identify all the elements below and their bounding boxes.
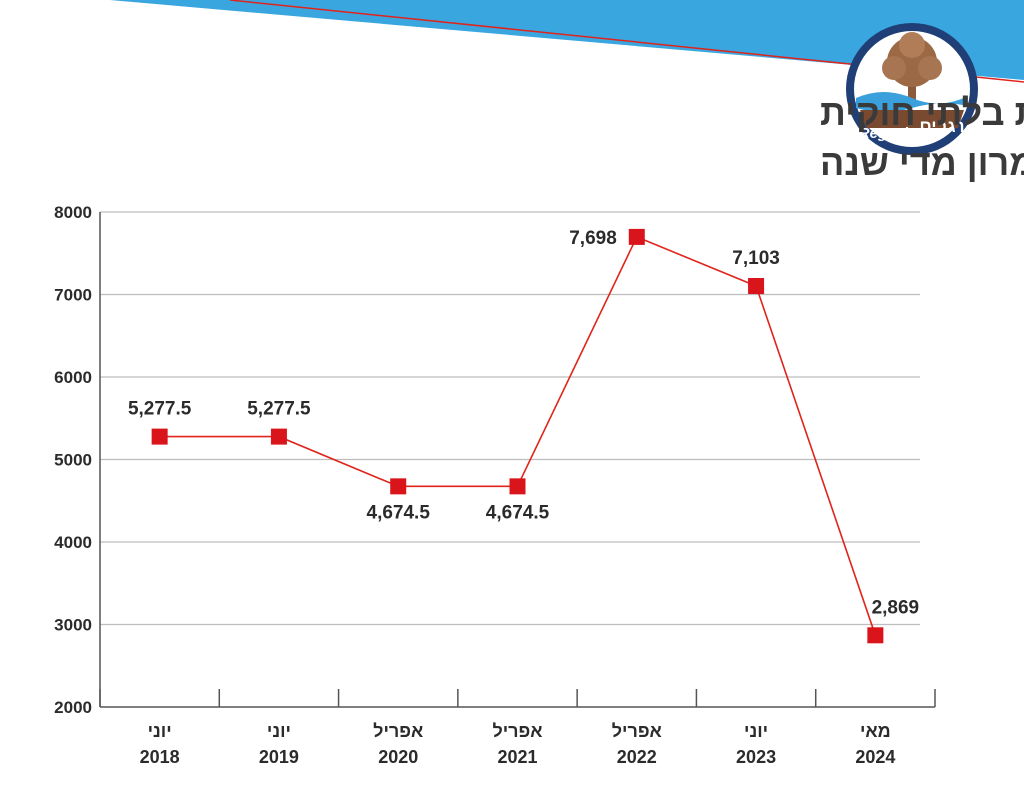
x-tick-label-year: 2024 (855, 747, 895, 767)
x-tick-label-year: 2022 (617, 747, 657, 767)
y-tick-label-7000: 7000 (54, 286, 92, 305)
data-label: 4,674.5 (367, 502, 431, 523)
data-series (151, 228, 884, 644)
y-tick-label-8000: 8000 (54, 203, 92, 222)
roots-icon (860, 110, 964, 128)
x-tick-label-month: יוני (267, 721, 291, 741)
regavim-logo: Regavim רגבים (846, 23, 978, 155)
x-tick-label-month: אפריל (492, 721, 542, 741)
data-label: 5,277.5 (247, 399, 311, 420)
x-tick-label-year: 2018 (140, 747, 180, 767)
x-tick-label-month: אפריל (373, 721, 423, 741)
y-tick-label-5000: 5000 (54, 451, 92, 470)
data-label: 2,869 (872, 597, 920, 618)
water-icon (856, 92, 968, 112)
tree-icon (882, 32, 942, 100)
x-tick-label-month: מאי (860, 721, 891, 741)
data-label: 7,698 (569, 228, 617, 249)
data-point-marker (151, 428, 168, 445)
data-point-marker (628, 228, 645, 245)
x-axis-ticks: יוני 2018 יוני 2019 אפריל 2020 אפריל 2021 אפריל 2… (140, 721, 896, 767)
x-tick-label-month: יוני (148, 721, 172, 741)
gridlines (100, 211, 920, 626)
x-tick-label-month: אפריל (612, 721, 662, 741)
logo-hebrew-name: רגבים (919, 117, 964, 136)
y-tick-label-3000: 3000 (54, 616, 92, 635)
x-tick-label-year: 2021 (497, 747, 537, 767)
data-labels: 5,277.5 5,277.5 4,674.5 4,674.5 7,698 7,103 2,… (128, 228, 919, 618)
x-tick-label-year: 2019 (259, 747, 299, 767)
data-label: 5,277.5 (128, 399, 192, 420)
y-axis-ticks: 2000 3000 4000 5000 6000 7000 8000 (54, 203, 92, 717)
data-label: 4,674.5 (486, 502, 550, 523)
chart-title-line-2: ביהודה ושומרון מדי שנה (820, 142, 1024, 183)
data-point-marker (867, 627, 884, 644)
y-tick-label-2000: 2000 (54, 698, 92, 717)
axes (99, 212, 936, 708)
top-banner (110, 0, 1024, 80)
data-point-marker (748, 278, 765, 295)
series-line (159, 235, 877, 636)
x-tick-label-year: 2023 (736, 747, 776, 767)
data-point-marker (390, 478, 407, 495)
data-point-marker (509, 478, 526, 495)
data-label: 7,103 (732, 248, 780, 269)
chart-title-line-1: תוספת בניה ערבית בלתי חוקית (820, 92, 1024, 133)
logo-latin-name: Regavim (859, 125, 922, 142)
x-tick-label-month: יוני (744, 721, 768, 741)
y-tick-label-4000: 4000 (54, 533, 92, 552)
x-tick-label-year: 2020 (378, 747, 418, 767)
y-tick-label-6000: 6000 (54, 368, 92, 387)
data-point-marker (270, 428, 287, 445)
